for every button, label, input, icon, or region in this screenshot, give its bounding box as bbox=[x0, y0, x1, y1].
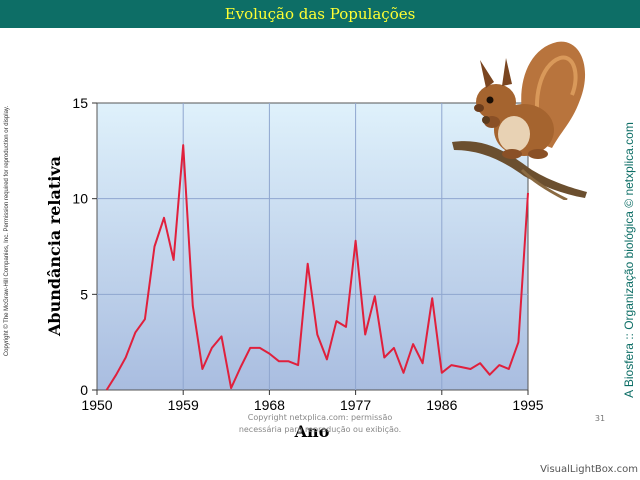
x-tick-label: 1968 bbox=[254, 397, 285, 413]
watermark: VisualLightBox.com bbox=[540, 464, 638, 475]
axis-ticks bbox=[92, 102, 529, 395]
x-tick-label: 1950 bbox=[81, 397, 112, 413]
x-tick-label: 1977 bbox=[340, 397, 371, 413]
x-axis-label: Ano bbox=[294, 422, 330, 441]
y-tick-label: 5 bbox=[80, 286, 88, 302]
y-axis-label: Abundância relativa bbox=[45, 156, 64, 337]
y-tick-label: 10 bbox=[72, 191, 88, 207]
tick-labels: 1950 1959 1968 1977 1986 1995 0 5 10 15 bbox=[72, 95, 543, 413]
plot-area bbox=[96, 102, 529, 391]
slide-title: Evolução das Populações bbox=[0, 0, 640, 28]
x-tick-label: 1995 bbox=[512, 397, 543, 413]
footer-copyright: Copyright netxplica.com: permissão neces… bbox=[220, 412, 420, 436]
y-tick-label: 15 bbox=[72, 95, 88, 111]
page-number: 31 bbox=[594, 414, 606, 423]
x-tick-label: 1986 bbox=[426, 397, 457, 413]
series-line bbox=[105, 144, 529, 391]
y-tick-label: 0 bbox=[80, 382, 88, 398]
footer-line-1: Copyright netxplica.com: permissão bbox=[247, 413, 393, 422]
x-tick-label: 1959 bbox=[168, 397, 199, 413]
squirrel-icon bbox=[452, 41, 587, 200]
footer-line-2: necessária para reprodução ou exibição. bbox=[238, 425, 402, 434]
